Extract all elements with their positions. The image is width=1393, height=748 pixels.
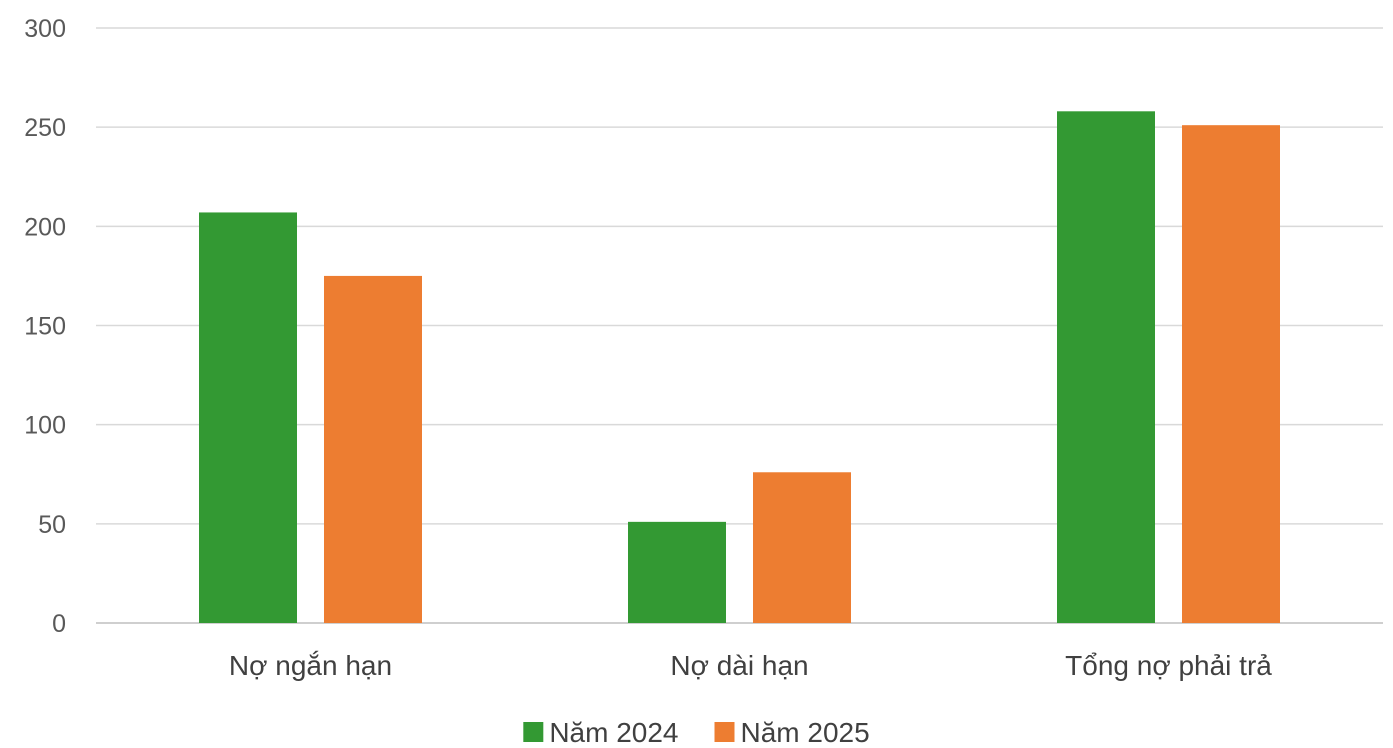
y-tick-label: 300 — [24, 15, 66, 43]
legend-label-1: Năm 2024 — [549, 717, 678, 748]
legend: Năm 2024 Năm 2025 — [523, 717, 870, 748]
y-tick-label: 50 — [38, 511, 66, 539]
x-category-label: Tổng nợ phải trả — [1065, 650, 1272, 681]
x-category-label: Nợ ngắn hạn — [229, 650, 392, 681]
gridlines — [96, 27, 1383, 624]
bar-1-3 — [1057, 111, 1155, 624]
legend-label-2: Năm 2025 — [741, 717, 870, 748]
legend-swatch-2 — [714, 722, 735, 742]
y-tick-label: 250 — [24, 114, 66, 142]
y-tick-label: 0 — [52, 610, 66, 638]
bar-2-3 — [1182, 125, 1280, 623]
bars — [199, 111, 1280, 624]
bar-1-1 — [199, 212, 297, 623]
y-tick-label: 150 — [24, 313, 66, 341]
y-tick-label: 200 — [24, 213, 66, 241]
legend-swatch-1 — [523, 722, 544, 742]
x-category-label: Nợ dài hạn — [670, 650, 808, 681]
bar-2-1 — [324, 275, 422, 623]
bar-2-2 — [753, 472, 851, 623]
bar-1-2 — [628, 521, 726, 623]
y-tick-label: 100 — [24, 412, 66, 440]
y-axis-tick-labels: 0 50 100 150 200 250 300 — [24, 15, 66, 638]
x-axis-category-labels: Nợ ngắn hạn Nợ dài hạn Tổng nợ phải trả — [229, 650, 1272, 681]
